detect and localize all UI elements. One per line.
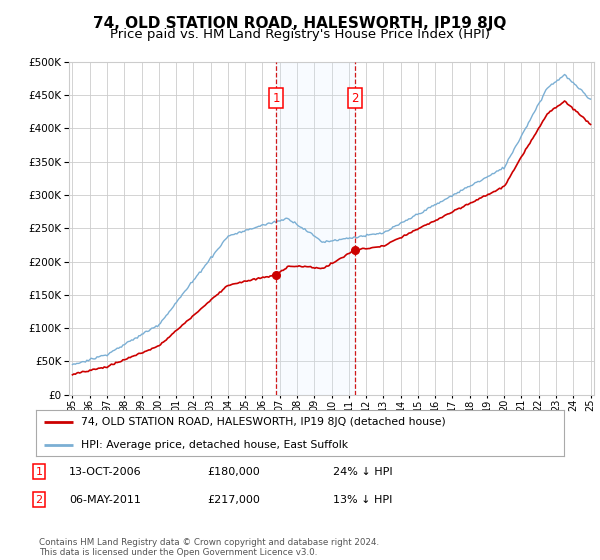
Text: 24% ↓ HPI: 24% ↓ HPI bbox=[333, 466, 392, 477]
Text: 2: 2 bbox=[351, 92, 359, 105]
Text: 74, OLD STATION ROAD, HALESWORTH, IP19 8JQ (detached house): 74, OLD STATION ROAD, HALESWORTH, IP19 8… bbox=[81, 417, 446, 427]
Text: HPI: Average price, detached house, East Suffolk: HPI: Average price, detached house, East… bbox=[81, 440, 348, 450]
Text: 13-OCT-2006: 13-OCT-2006 bbox=[69, 466, 142, 477]
Text: £217,000: £217,000 bbox=[207, 494, 260, 505]
Text: 06-MAY-2011: 06-MAY-2011 bbox=[69, 494, 141, 505]
Bar bbox=[276, 62, 355, 395]
Text: 74, OLD STATION ROAD, HALESWORTH, IP19 8JQ: 74, OLD STATION ROAD, HALESWORTH, IP19 8… bbox=[94, 16, 506, 31]
Text: 13% ↓ HPI: 13% ↓ HPI bbox=[333, 494, 392, 505]
Text: £180,000: £180,000 bbox=[207, 466, 260, 477]
Text: 1: 1 bbox=[272, 92, 280, 105]
Text: Price paid vs. HM Land Registry's House Price Index (HPI): Price paid vs. HM Land Registry's House … bbox=[110, 28, 490, 41]
Text: Contains HM Land Registry data © Crown copyright and database right 2024.
This d: Contains HM Land Registry data © Crown c… bbox=[39, 538, 379, 557]
Text: 2: 2 bbox=[35, 494, 43, 505]
Text: 1: 1 bbox=[35, 466, 43, 477]
